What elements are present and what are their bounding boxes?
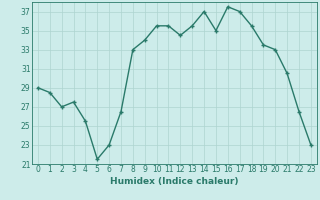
X-axis label: Humidex (Indice chaleur): Humidex (Indice chaleur) [110,177,239,186]
